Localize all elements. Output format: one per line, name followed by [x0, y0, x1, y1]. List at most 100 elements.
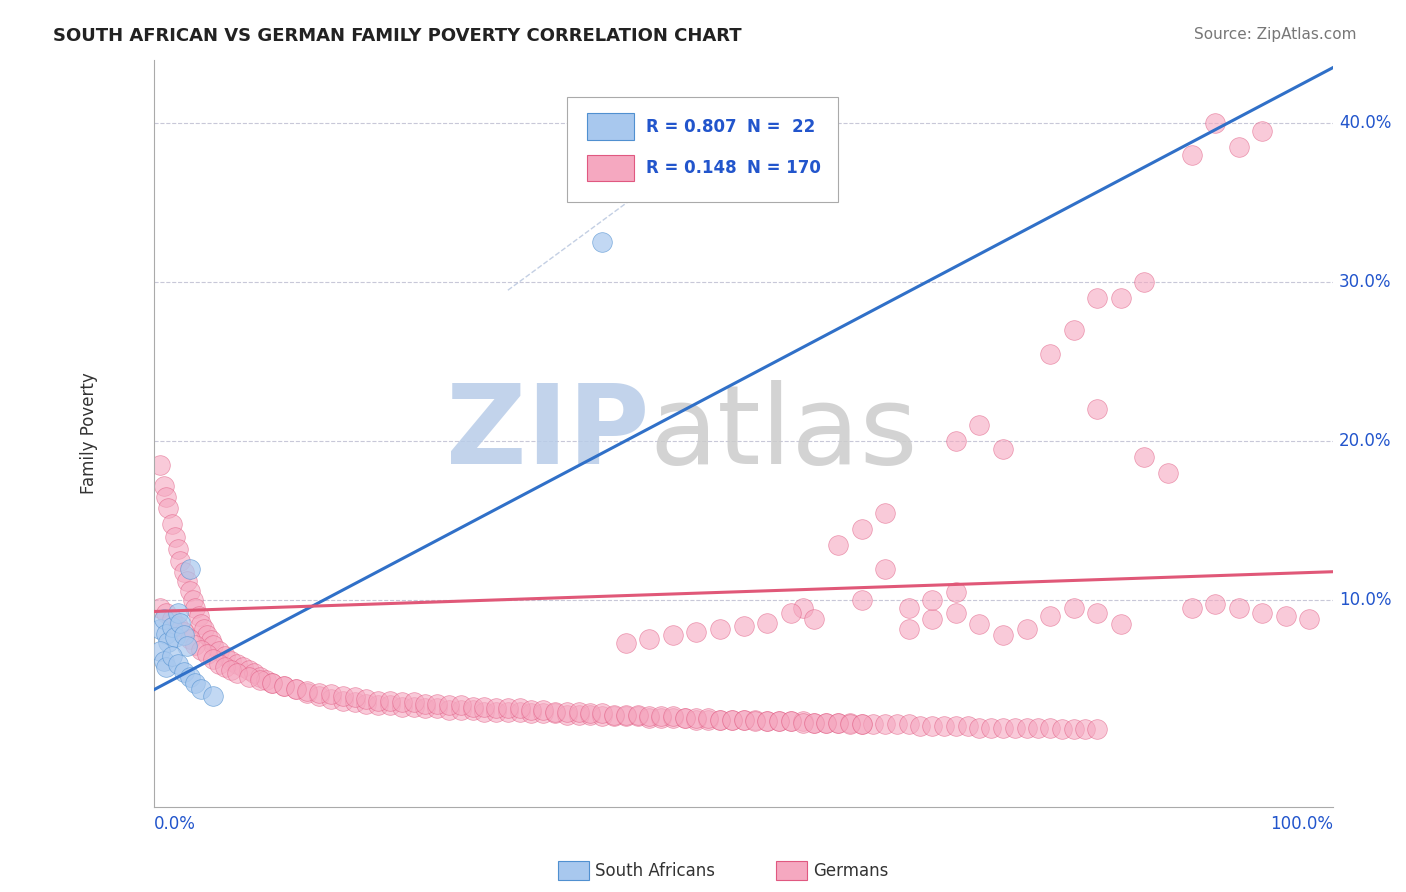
- Point: [614, 707, 637, 722]
- Point: [969, 617, 991, 632]
- Point: [343, 690, 366, 705]
- Text: 0.0%: 0.0%: [155, 815, 195, 833]
- Point: [297, 684, 319, 698]
- Point: [897, 717, 920, 731]
- Point: [184, 676, 207, 690]
- Point: [875, 561, 897, 575]
- Point: [650, 709, 672, 723]
- Point: [195, 628, 218, 642]
- Point: [921, 593, 943, 607]
- Point: [1109, 291, 1132, 305]
- Point: [579, 707, 602, 722]
- Point: [243, 666, 266, 681]
- Point: [991, 442, 1014, 457]
- Point: [1251, 606, 1274, 620]
- Point: [1050, 722, 1073, 736]
- Point: [184, 601, 207, 615]
- Point: [945, 434, 967, 449]
- Point: [461, 703, 484, 717]
- Point: [297, 685, 319, 699]
- Point: [803, 612, 825, 626]
- Point: [202, 652, 225, 666]
- Point: [450, 698, 472, 713]
- Point: [166, 619, 188, 633]
- FancyBboxPatch shape: [586, 154, 634, 181]
- Point: [155, 660, 177, 674]
- Point: [391, 699, 413, 714]
- Point: [945, 585, 967, 599]
- Point: [308, 689, 330, 703]
- Point: [603, 707, 626, 722]
- Point: [1109, 617, 1132, 632]
- Point: [165, 630, 187, 644]
- Point: [1298, 612, 1320, 626]
- Point: [1227, 140, 1250, 154]
- Point: [980, 721, 1002, 735]
- Point: [685, 625, 707, 640]
- Point: [1227, 601, 1250, 615]
- Point: [591, 706, 613, 721]
- Point: [709, 713, 731, 727]
- Text: SOUTH AFRICAN VS GERMAN FAMILY POVERTY CORRELATION CHART: SOUTH AFRICAN VS GERMAN FAMILY POVERTY C…: [53, 27, 742, 45]
- Point: [768, 714, 790, 729]
- Point: [152, 479, 174, 493]
- Point: [626, 709, 648, 723]
- Point: [1063, 722, 1085, 736]
- Point: [1275, 609, 1298, 624]
- Point: [149, 622, 172, 636]
- Text: N =  22: N = 22: [747, 118, 815, 136]
- Point: [638, 711, 661, 725]
- Point: [319, 687, 342, 701]
- Point: [792, 715, 814, 730]
- Point: [1004, 721, 1026, 735]
- Point: [756, 714, 779, 729]
- Point: [1133, 450, 1156, 465]
- Point: [195, 648, 218, 662]
- Point: [155, 626, 177, 640]
- Point: [219, 663, 242, 677]
- Point: [838, 715, 860, 730]
- Point: [179, 561, 201, 575]
- Point: [202, 638, 225, 652]
- Point: [160, 620, 183, 634]
- Point: [232, 660, 254, 674]
- Point: [991, 721, 1014, 735]
- Text: 40.0%: 40.0%: [1339, 114, 1392, 132]
- Point: [945, 719, 967, 733]
- Point: [945, 606, 967, 620]
- Text: Germans: Germans: [813, 862, 889, 880]
- Point: [555, 705, 578, 719]
- Point: [367, 698, 389, 713]
- Point: [262, 676, 284, 690]
- Point: [485, 701, 508, 715]
- Point: [827, 715, 849, 730]
- Point: [662, 628, 685, 642]
- Point: [568, 705, 591, 719]
- Point: [650, 711, 672, 725]
- Text: South Africans: South Africans: [595, 862, 714, 880]
- Point: [367, 693, 389, 707]
- Point: [1063, 601, 1085, 615]
- Point: [181, 593, 204, 607]
- FancyBboxPatch shape: [567, 97, 838, 202]
- Point: [756, 714, 779, 729]
- Point: [662, 709, 685, 723]
- Point: [179, 632, 201, 646]
- Text: atlas: atlas: [650, 380, 918, 487]
- Point: [332, 689, 354, 703]
- Point: [149, 601, 172, 615]
- Text: R = 0.807: R = 0.807: [645, 118, 737, 136]
- Point: [851, 717, 873, 731]
- Point: [184, 638, 207, 652]
- Point: [544, 705, 567, 719]
- Point: [1039, 721, 1062, 735]
- Point: [779, 714, 801, 729]
- Point: [626, 707, 648, 722]
- Point: [402, 695, 425, 709]
- Point: [875, 506, 897, 520]
- Point: [744, 713, 766, 727]
- Point: [697, 711, 720, 725]
- Point: [202, 689, 225, 703]
- Point: [744, 714, 766, 729]
- Point: [555, 707, 578, 722]
